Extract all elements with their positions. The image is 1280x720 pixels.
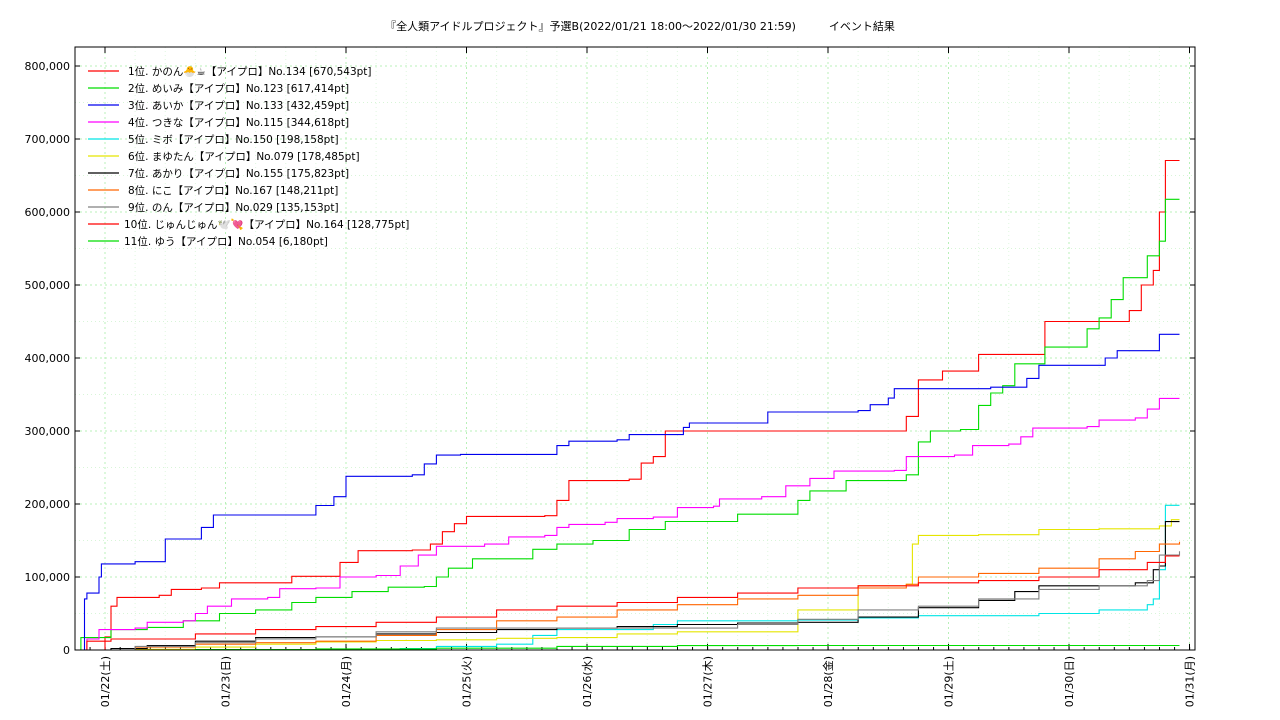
legend-entry: 3位. あいか【アイプロ】No.133 [432,459pt] (128, 99, 349, 112)
legend-entry: 10位. じゅんじゅん🕊️💘【アイプロ】No.164 [128,775pt] (124, 218, 409, 231)
series-line-10 (75, 555, 1180, 651)
x-tick-label: 01/31(月) (1184, 656, 1197, 707)
legend-entry: 2位. めいみ【アイプロ】No.123 [617,414pt] (128, 82, 349, 95)
legend-entry: 6位. まゆたん【アイプロ】No.079 [178,485pt] (128, 150, 360, 163)
series-line-4 (75, 397, 1180, 651)
legend-entry: 11位. ゆう【アイプロ】No.054 [6,180pt] (124, 235, 328, 248)
x-tick-label: 01/30(日) (1063, 656, 1076, 707)
series-line-8 (75, 541, 1181, 651)
series-line-1 (75, 159, 1180, 651)
y-tick-label: 600,000 (25, 206, 71, 219)
y-tick-label: 400,000 (25, 352, 71, 365)
x-tick-label: 01/29(土) (943, 656, 956, 707)
plot-frame (74, 46, 1196, 651)
legend-entry: 1位. かのん🐣☕【アイプロ】No.134 [670,543pt] (128, 65, 372, 78)
x-tick-label: 01/22(土) (99, 656, 112, 707)
legend: 1位. かのん🐣☕【アイプロ】No.134 [670,543pt] 2位. めいみ… (88, 65, 409, 248)
y-tick-label: 500,000 (25, 279, 71, 292)
y-tick-label: 700,000 (25, 133, 71, 146)
y-tick-label: 200,000 (25, 498, 71, 511)
x-tick-label: 01/28(金) (821, 656, 835, 707)
y-tick-label: 300,000 (25, 425, 71, 438)
x-tick-label: 01/23(日) (220, 656, 233, 707)
legend-entry: 9位. のん【アイプロ】No.029 [135,153pt] (128, 201, 339, 214)
legend-entry: 4位. つきな【アイプロ】No.115 [344,618pt] (128, 116, 349, 129)
y-tick-label: 0 (63, 644, 70, 657)
x-tick-label: 01/27(木) (702, 656, 715, 707)
legend-entry: 5位. ミボ【アイプロ】No.150 [198,158pt] (128, 133, 339, 146)
axes: 0 100,000 200,000 300,000 400,000 500,000 600,… (25, 47, 1197, 707)
legend-entry: 8位. にこ【アイプロ】No.167 [148,211pt] (128, 184, 338, 197)
series-lines (75, 159, 1181, 651)
series-line-2 (75, 198, 1180, 651)
x-tick-label: 01/24(月) (340, 656, 353, 707)
series-line-6 (75, 519, 1180, 651)
x-tick-label: 01/25(火) (461, 656, 474, 707)
series-line-9 (75, 551, 1181, 651)
y-tick-label: 100,000 (25, 571, 71, 584)
chart-title: 『全人類アイドルプロジェクト』予選B(2022/01/21 18:00～2022… (385, 20, 895, 33)
series-line-3 (75, 333, 1180, 651)
y-tick-label: 800,000 (25, 60, 71, 73)
legend-entry: 7位. あかり【アイプロ】No.155 [175,823pt] (128, 167, 349, 180)
grid (75, 47, 1195, 650)
x-tick-label: 01/26(水) (581, 656, 594, 707)
